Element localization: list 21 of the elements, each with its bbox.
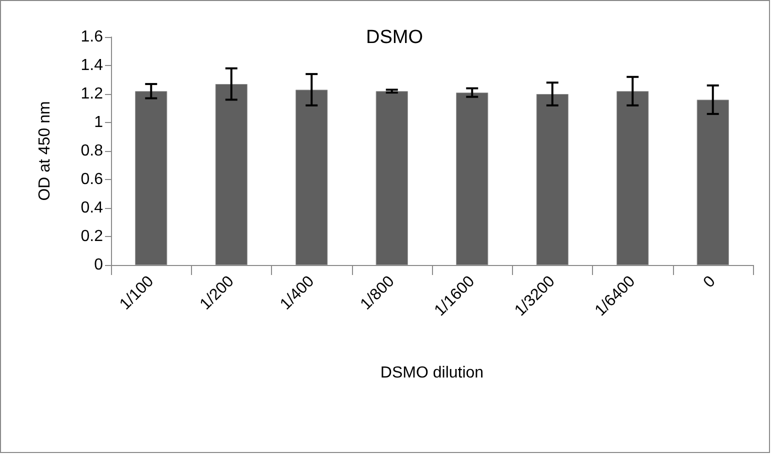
bar	[135, 91, 168, 265]
bar	[296, 90, 328, 265]
y-tick-label: 0.4	[80, 200, 104, 216]
bar	[616, 91, 649, 265]
y-tick-label: 1.2	[80, 86, 104, 102]
bar	[376, 91, 408, 265]
y-tick-label: 0.2	[80, 228, 104, 245]
y-tick-label: 1.4	[80, 57, 104, 74]
bar	[696, 100, 729, 265]
y-tick-label: 0.6	[80, 171, 104, 188]
y-tick-label: 1.6	[80, 28, 104, 46]
bar	[456, 92, 488, 265]
y-tick-label: 1	[94, 114, 104, 131]
bar	[215, 84, 248, 265]
bar	[536, 94, 568, 265]
x-axis-title: DSMO dilution	[380, 364, 484, 382]
y-axis-title: OD at 450 nm	[36, 101, 54, 201]
x-tick-label: 0	[700, 272, 719, 292]
y-tick-label: 0	[94, 256, 104, 274]
y-tick-label: 0.8	[80, 142, 104, 160]
chart-title: DSMO	[366, 27, 423, 48]
